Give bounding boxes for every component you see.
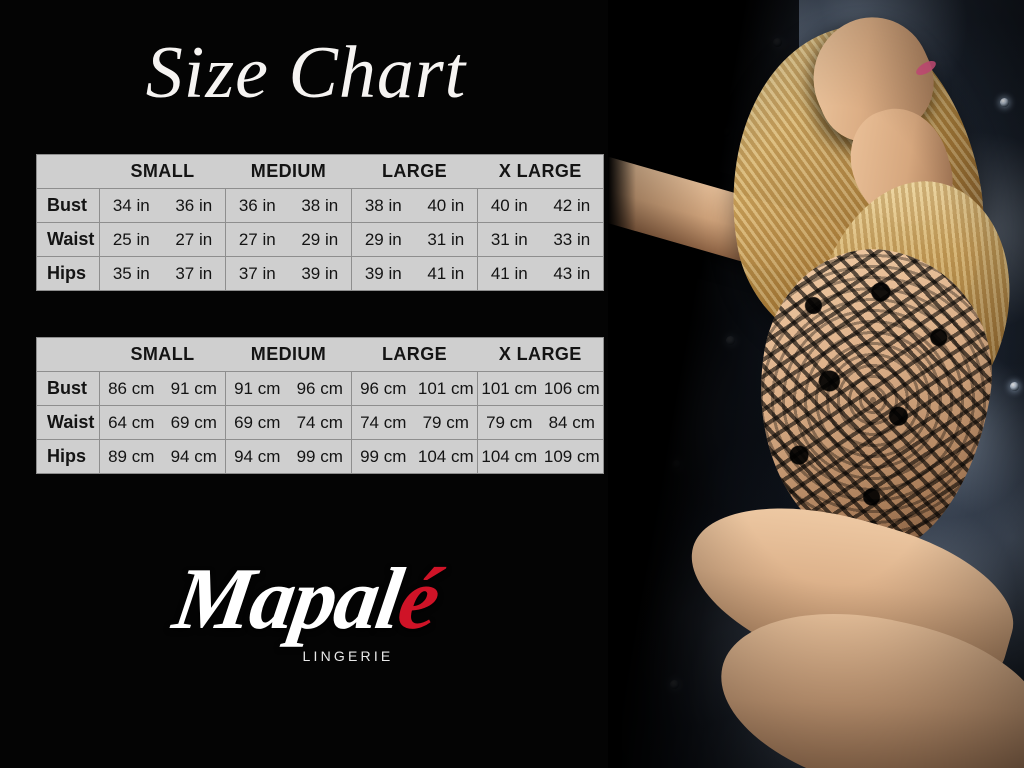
table-header-row: SMALL MEDIUM LARGE X LARGE (36, 337, 604, 372)
size-table-centimeters-body: Bust 86 cm 91 cm 91 cm 96 cm 96 cm 101 c… (36, 371, 604, 474)
cell-waist-medium-max: 29 in (288, 222, 352, 257)
cell-waist-small-min: 25 in (99, 222, 163, 257)
cell-hips-xlarge-min: 41 in (477, 256, 541, 291)
header-size-large: LARGE (351, 154, 478, 189)
row-label-bust: Bust (36, 188, 100, 223)
table-row: Hips 89 cm 94 cm 94 cm 99 cm 99 cm 104 c… (36, 439, 604, 474)
table-row: Waist 64 cm 69 cm 69 cm 74 cm 74 cm 79 c… (36, 405, 604, 440)
cell-hips-medium-min: 94 cm (225, 439, 289, 474)
row-label-waist: Waist (36, 405, 100, 440)
cell-hips-large-min: 39 in (351, 256, 415, 291)
cell-waist-large-min: 29 in (351, 222, 415, 257)
brand-logo: Mapalé LINGERIE (0, 551, 612, 664)
cell-bust-small-min: 34 in (99, 188, 163, 223)
model-photo (608, 0, 1024, 768)
brand-subtitle: LINGERIE (302, 648, 394, 664)
cell-hips-small-max: 37 in (162, 256, 226, 291)
row-label-hips: Hips (36, 256, 100, 291)
corner-cell (36, 337, 100, 372)
table-header-row: SMALL MEDIUM LARGE X LARGE (36, 154, 604, 189)
cell-waist-small-min: 64 cm (99, 405, 163, 440)
brand-wordmark: Mapalé (168, 551, 445, 648)
cell-bust-small-max: 91 cm (162, 371, 226, 406)
cell-waist-xlarge-max: 33 in (540, 222, 604, 257)
cell-waist-small-max: 69 cm (162, 405, 226, 440)
cell-waist-small-max: 27 in (162, 222, 226, 257)
cell-waist-large-max: 79 cm (414, 405, 478, 440)
cell-hips-medium-max: 39 in (288, 256, 352, 291)
header-size-medium: MEDIUM (225, 154, 352, 189)
cell-hips-medium-max: 99 cm (288, 439, 352, 474)
cell-waist-medium-min: 27 in (225, 222, 289, 257)
cell-hips-xlarge-min: 104 cm (477, 439, 541, 474)
cell-bust-xlarge-max: 106 cm (540, 371, 604, 406)
cell-bust-small-min: 86 cm (99, 371, 163, 406)
cell-bust-medium-max: 38 in (288, 188, 352, 223)
size-table-centimeters-head: SMALL MEDIUM LARGE X LARGE (36, 337, 604, 372)
cell-hips-small-min: 89 cm (99, 439, 163, 474)
cell-hips-large-max: 104 cm (414, 439, 478, 474)
row-label-waist: Waist (36, 222, 100, 257)
brand-name-main: Mapal (167, 551, 408, 648)
model-figure (608, 0, 1024, 768)
cell-waist-large-max: 31 in (414, 222, 478, 257)
header-size-xlarge: X LARGE (477, 154, 604, 189)
cell-hips-xlarge-max: 43 in (540, 256, 604, 291)
cell-bust-xlarge-min: 40 in (477, 188, 541, 223)
left-content-panel: Size Chart SMALL MEDIUM LARGE X LARGE Bu… (0, 32, 612, 664)
cell-hips-large-min: 99 cm (351, 439, 415, 474)
corner-cell (36, 154, 100, 189)
header-size-small: SMALL (99, 337, 226, 372)
cell-bust-large-max: 101 cm (414, 371, 478, 406)
cell-bust-large-max: 40 in (414, 188, 478, 223)
header-size-large: LARGE (351, 337, 478, 372)
cell-waist-xlarge-min: 79 cm (477, 405, 541, 440)
cell-hips-small-max: 94 cm (162, 439, 226, 474)
size-table-inches: SMALL MEDIUM LARGE X LARGE Bust 34 in 36… (36, 154, 604, 291)
cell-bust-xlarge-max: 42 in (540, 188, 604, 223)
size-table-centimeters: SMALL MEDIUM LARGE X LARGE Bust 86 cm 91… (36, 337, 604, 474)
cell-bust-xlarge-min: 101 cm (477, 371, 541, 406)
page-title: Size Chart (145, 32, 467, 114)
cell-bust-medium-min: 36 in (225, 188, 289, 223)
table-row: Bust 34 in 36 in 36 in 38 in 38 in 40 in… (36, 188, 604, 223)
cell-waist-xlarge-max: 84 cm (540, 405, 604, 440)
size-table-inches-body: Bust 34 in 36 in 36 in 38 in 38 in 40 in… (36, 188, 604, 291)
header-size-xlarge: X LARGE (477, 337, 604, 372)
row-label-hips: Hips (36, 439, 100, 474)
cell-hips-small-min: 35 in (99, 256, 163, 291)
cell-bust-large-min: 38 in (351, 188, 415, 223)
cell-bust-small-max: 36 in (162, 188, 226, 223)
cell-waist-xlarge-min: 31 in (477, 222, 541, 257)
cell-bust-medium-min: 91 cm (225, 371, 289, 406)
cell-waist-medium-min: 69 cm (225, 405, 289, 440)
table-row: Hips 35 in 37 in 37 in 39 in 39 in 41 in… (36, 256, 604, 291)
table-row: Waist 25 in 27 in 27 in 29 in 29 in 31 i… (36, 222, 604, 257)
cell-waist-large-min: 74 cm (351, 405, 415, 440)
cell-hips-large-max: 41 in (414, 256, 478, 291)
cell-bust-medium-max: 96 cm (288, 371, 352, 406)
header-size-small: SMALL (99, 154, 226, 189)
cell-hips-xlarge-max: 109 cm (540, 439, 604, 474)
size-table-inches-head: SMALL MEDIUM LARGE X LARGE (36, 154, 604, 189)
row-label-bust: Bust (36, 371, 100, 406)
header-size-medium: MEDIUM (225, 337, 352, 372)
cell-bust-large-min: 96 cm (351, 371, 415, 406)
cell-hips-medium-min: 37 in (225, 256, 289, 291)
table-row: Bust 86 cm 91 cm 91 cm 96 cm 96 cm 101 c… (36, 371, 604, 406)
cell-waist-medium-max: 74 cm (288, 405, 352, 440)
